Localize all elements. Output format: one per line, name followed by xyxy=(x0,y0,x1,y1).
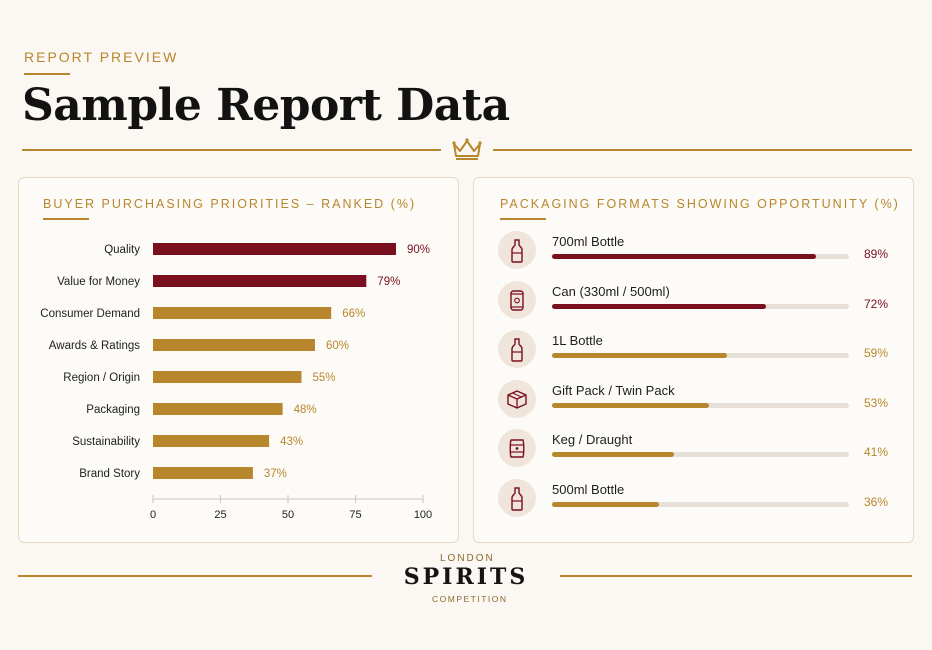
packaging-value-label: 59% xyxy=(864,346,889,361)
bar-value-label: 43% xyxy=(280,436,303,448)
bar-value-label: 55% xyxy=(313,372,336,384)
packaging-formats-title: PACKAGING FORMATS SHOWING OPPORTUNITY (%… xyxy=(500,197,900,211)
bar-category-label: Quality xyxy=(104,244,140,256)
packaging-value-label: 89% xyxy=(864,247,889,261)
x-tick-label: 25 xyxy=(214,509,226,521)
packaging-bar-track xyxy=(552,502,849,507)
crown-icon xyxy=(452,138,482,160)
packaging-value-label: 72% xyxy=(864,296,889,311)
x-tick-label: 75 xyxy=(349,509,361,521)
x-tick-label: 0 xyxy=(150,509,156,521)
bar-value-label: 60% xyxy=(326,340,349,352)
bar xyxy=(153,403,283,415)
bar-category-label: Sustainability xyxy=(72,436,140,448)
keg-icon xyxy=(498,429,536,468)
bottle-icon xyxy=(498,479,536,517)
bar xyxy=(153,307,332,319)
packaging-bar xyxy=(552,254,817,259)
bar xyxy=(153,435,270,447)
packaging-formats-title-underline xyxy=(500,218,546,220)
packaging-bar xyxy=(552,452,674,458)
header-rule-left xyxy=(22,149,441,151)
packaging-bar-track xyxy=(552,303,849,309)
bar-value-label: 90% xyxy=(407,244,430,256)
bar-category-label: Brand Story xyxy=(79,468,140,480)
packaging-label: Gift Pack / Twin Pack xyxy=(552,382,675,398)
bar-category-label: Consumer Demand xyxy=(40,308,140,320)
eyebrow-underline xyxy=(24,73,70,75)
packaging-value-label: 53% xyxy=(864,395,889,410)
bottle-icon xyxy=(498,231,536,269)
footer-rule-left xyxy=(18,575,372,577)
bar-category-label: Packaging xyxy=(86,404,140,416)
packaging-bar xyxy=(552,303,766,309)
bar-value-label: 48% xyxy=(294,404,317,416)
packaging-row: 1L Bottle 59% xyxy=(498,330,888,370)
bar-value-label: 66% xyxy=(342,308,365,320)
bar xyxy=(153,467,253,479)
page-title: Sample Report Data xyxy=(22,80,510,131)
packaging-label: Keg / Draught xyxy=(552,432,633,448)
packaging-row: 700ml Bottle 89% xyxy=(498,231,888,271)
logo-main-text: SPIRITS xyxy=(403,564,529,590)
packaging-bar-track xyxy=(552,402,849,408)
packaging-bar xyxy=(552,353,728,359)
packaging-label: 500ml Bottle xyxy=(552,482,625,497)
footer-rule-right xyxy=(560,575,912,577)
packaging-row: Keg / Draught 41% xyxy=(498,429,888,469)
x-tick-label: 100 xyxy=(414,509,432,521)
packaging-bar xyxy=(552,402,710,408)
bar-value-label: 37% xyxy=(264,468,287,480)
bar xyxy=(153,275,367,287)
bar-category-label: Region / Origin xyxy=(63,372,140,384)
buyer-priorities-chart: Quality 90% Value for Money 79% Consumer Dem… xyxy=(40,243,432,521)
bottle-icon xyxy=(498,330,536,369)
packaging-label: 1L Bottle xyxy=(552,333,603,349)
bar-value-label: 79% xyxy=(377,276,400,288)
bar xyxy=(153,371,302,383)
bar-category-label: Value for Money xyxy=(57,276,140,288)
bar-category-label: Awards & Ratings xyxy=(49,340,140,352)
packaging-label: Can (330ml / 500ml) xyxy=(552,283,670,299)
packaging-row: Can (330ml / 500ml) 72% xyxy=(498,280,889,321)
x-tick-label: 50 xyxy=(282,509,294,521)
logo-bottom-text: COMPETITION xyxy=(432,594,508,604)
packaging-value-label: 36% xyxy=(864,495,889,509)
gift-box-icon xyxy=(498,379,536,418)
packaging-label: 700ml Bottle xyxy=(552,234,625,249)
packaging-bar xyxy=(552,502,659,507)
report-eyebrow: REPORT PREVIEW xyxy=(24,49,179,65)
packaging-bar-track xyxy=(552,452,849,458)
can-icon xyxy=(498,280,536,319)
header-rule-right xyxy=(493,149,912,151)
packaging-row: 500ml Bottle 36% xyxy=(498,479,888,519)
bar xyxy=(153,243,396,255)
packaging-bar-track xyxy=(552,254,849,259)
packaging-bar-track xyxy=(552,353,849,359)
bar xyxy=(153,339,315,351)
packaging-row: Gift Pack / Twin Pack 53% xyxy=(498,379,889,420)
logo-top-text: LONDON xyxy=(440,553,495,564)
buyer-priorities-title: BUYER PURCHASING PRIORITIES – RANKED (%) xyxy=(43,197,417,211)
packaging-value-label: 41% xyxy=(864,445,889,460)
packaging-formats-card: PACKAGING FORMATS SHOWING OPPORTUNITY (%… xyxy=(473,177,914,543)
buyer-priorities-title-underline xyxy=(43,218,89,220)
buyer-priorities-card: BUYER PURCHASING PRIORITIES – RANKED (%)… xyxy=(18,177,459,543)
